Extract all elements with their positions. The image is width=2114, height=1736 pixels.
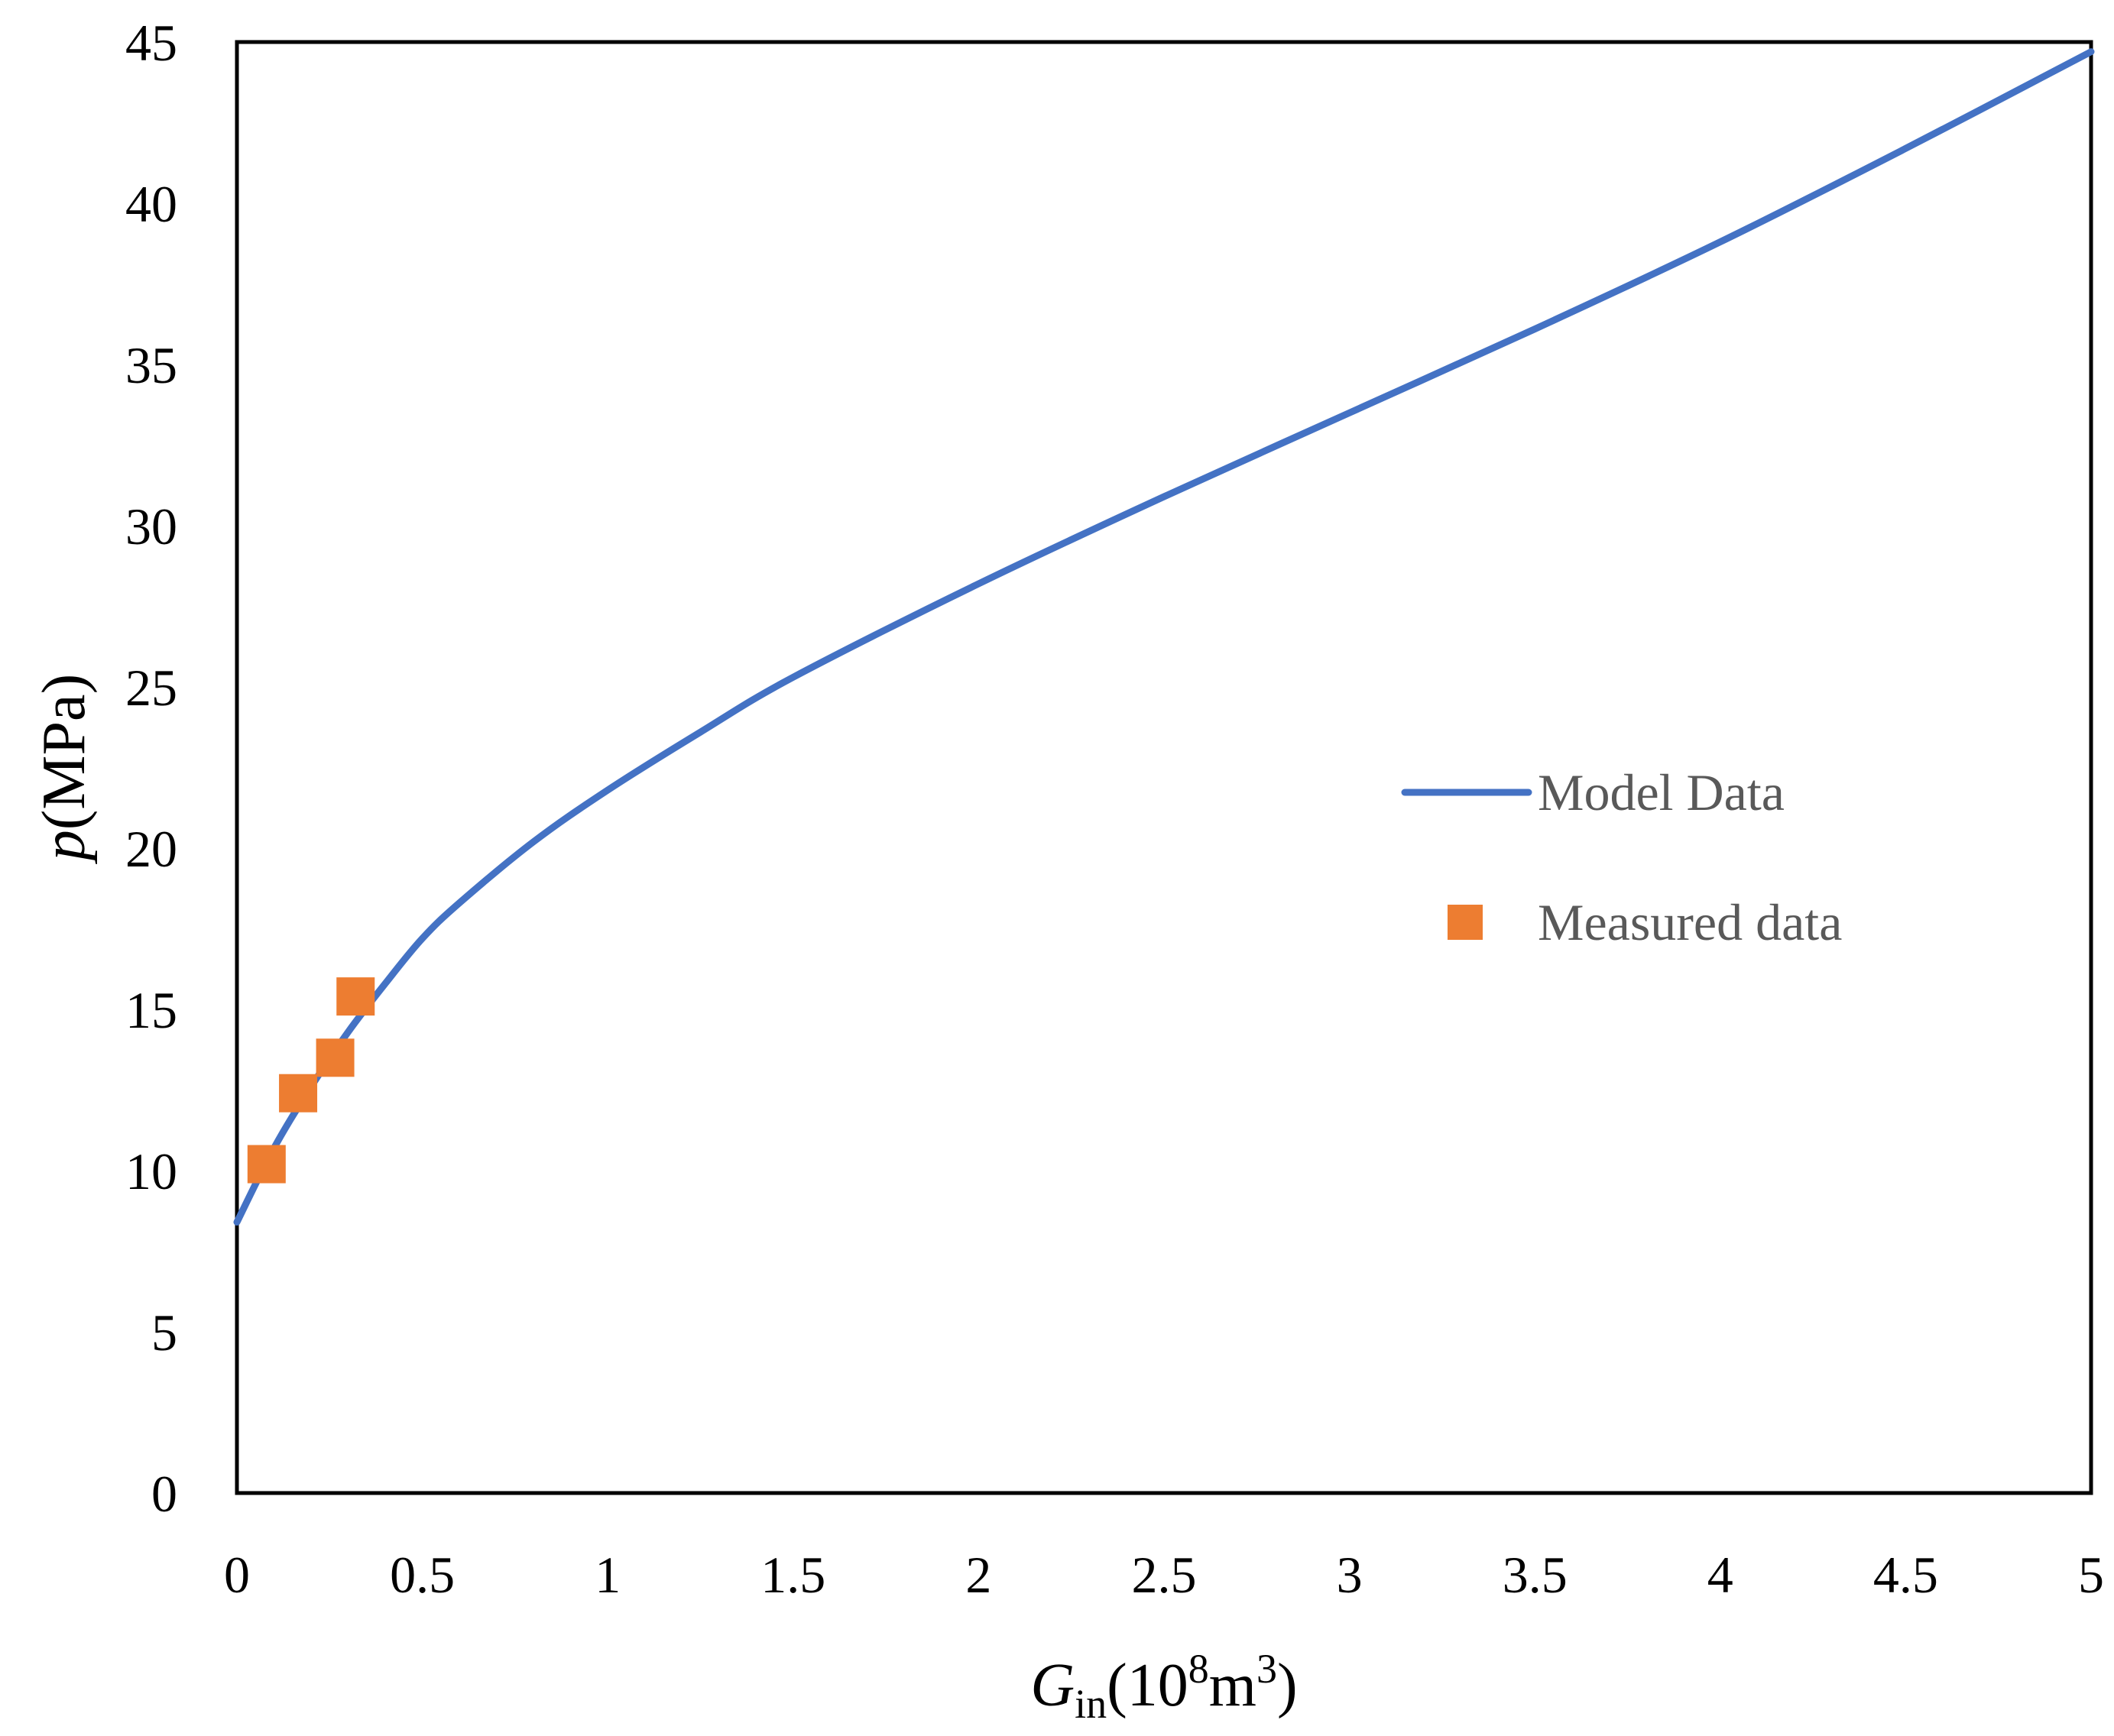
x-tick-label: 4 [1707,1546,1733,1604]
y-tick-label: 5 [151,1304,177,1362]
y-tick-label: 10 [125,1142,177,1200]
x-tick-label: 2.5 [1132,1546,1197,1604]
x-tick-label: 0.5 [390,1546,455,1604]
x-tick-label: 3 [1337,1546,1363,1604]
y-tick-label: 25 [125,659,177,717]
y-axis-title: p(MPa) [31,674,98,864]
measured-data-point [247,1145,286,1184]
x-tick-label: 1 [595,1546,621,1604]
y-tick-label: 15 [125,981,177,1039]
x-tick-label: 0 [224,1546,250,1604]
y-axis-ticks: 0 5 10 15 20 25 30 35 40 45 [125,14,177,1523]
x-tick-label: 3.5 [1503,1546,1568,1604]
measured-data-points [247,977,375,1184]
x-tick-label: 5 [2078,1546,2104,1604]
x-tick-label: 1.5 [760,1546,825,1604]
y-tick-label: 35 [125,336,177,394]
measured-data-point [336,977,375,1016]
measured-data-point [279,1074,318,1113]
y-tick-label: 45 [125,14,177,72]
plot-area-frame [235,40,2093,1495]
legend-measured-label: Measured data [1538,893,1842,951]
measured-data-point [316,1038,355,1077]
legend-model-label: Model Data [1538,763,1785,821]
y-tick-label: 0 [151,1465,177,1523]
x-tick-label: 2 [965,1546,991,1604]
x-tick-label: 4.5 [1873,1546,1938,1604]
x-axis-ticks: 0 0.5 1 1.5 2 2.5 3 3.5 4 4.5 5 [224,1546,2104,1604]
x-axis-title: Gin(108m3) [1030,1646,1297,1727]
legend-measured-swatch [1448,905,1483,940]
legend: Model Data Measured data [1401,763,1842,951]
model-data-line [233,48,2095,1226]
y-tick-label: 40 [125,175,177,233]
y-tick-label: 20 [125,820,177,878]
y-tick-label: 30 [125,497,177,555]
